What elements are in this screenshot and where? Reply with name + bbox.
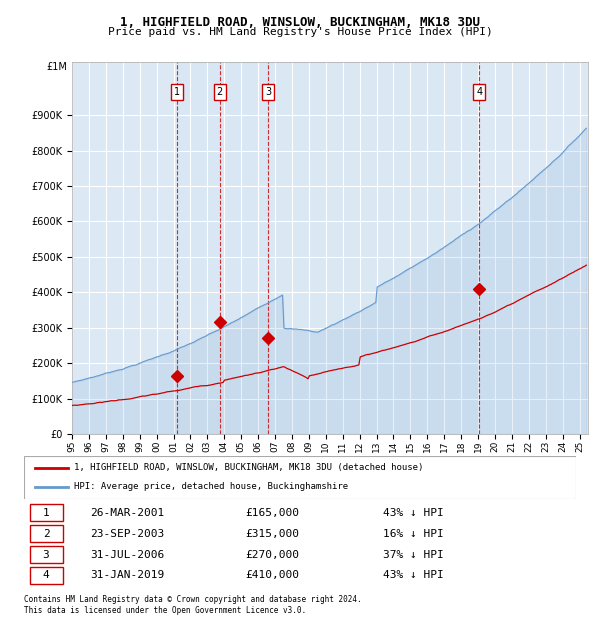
Text: 3: 3: [265, 87, 271, 97]
FancyBboxPatch shape: [29, 525, 62, 542]
Text: 2: 2: [43, 529, 49, 539]
Text: 43% ↓ HPI: 43% ↓ HPI: [383, 508, 443, 518]
Text: HPI: Average price, detached house, Buckinghamshire: HPI: Average price, detached house, Buck…: [74, 482, 348, 492]
Text: 4: 4: [43, 570, 49, 580]
FancyBboxPatch shape: [29, 567, 62, 584]
Text: 2: 2: [217, 87, 223, 97]
Text: 43% ↓ HPI: 43% ↓ HPI: [383, 570, 443, 580]
Text: 26-MAR-2001: 26-MAR-2001: [90, 508, 164, 518]
Text: 1, HIGHFIELD ROAD, WINSLOW, BUCKINGHAM, MK18 3DU (detached house): 1, HIGHFIELD ROAD, WINSLOW, BUCKINGHAM, …: [74, 463, 423, 472]
Text: Contains HM Land Registry data © Crown copyright and database right 2024.: Contains HM Land Registry data © Crown c…: [24, 595, 362, 604]
FancyBboxPatch shape: [29, 546, 62, 563]
Bar: [178, 62, 268, 434]
Text: 23-SEP-2003: 23-SEP-2003: [90, 529, 164, 539]
Text: 1, HIGHFIELD ROAD, WINSLOW, BUCKINGHAM, MK18 3DU: 1, HIGHFIELD ROAD, WINSLOW, BUCKINGHAM, …: [120, 16, 480, 29]
Text: £270,000: £270,000: [245, 549, 299, 559]
FancyBboxPatch shape: [29, 504, 62, 521]
Text: 4: 4: [476, 87, 482, 97]
Text: £315,000: £315,000: [245, 529, 299, 539]
Text: 31-JAN-2019: 31-JAN-2019: [90, 570, 164, 580]
Text: 16% ↓ HPI: 16% ↓ HPI: [383, 529, 443, 539]
Text: 3: 3: [43, 549, 49, 559]
Text: Price paid vs. HM Land Registry's House Price Index (HPI): Price paid vs. HM Land Registry's House …: [107, 27, 493, 37]
Text: £165,000: £165,000: [245, 508, 299, 518]
Text: 37% ↓ HPI: 37% ↓ HPI: [383, 549, 443, 559]
Text: 1: 1: [43, 508, 49, 518]
Text: 31-JUL-2006: 31-JUL-2006: [90, 549, 164, 559]
Bar: [268, 62, 479, 434]
Text: This data is licensed under the Open Government Licence v3.0.: This data is licensed under the Open Gov…: [24, 606, 306, 615]
Text: £410,000: £410,000: [245, 570, 299, 580]
Text: 1: 1: [175, 87, 181, 97]
FancyBboxPatch shape: [24, 456, 576, 499]
Text: £1M: £1M: [46, 62, 67, 72]
